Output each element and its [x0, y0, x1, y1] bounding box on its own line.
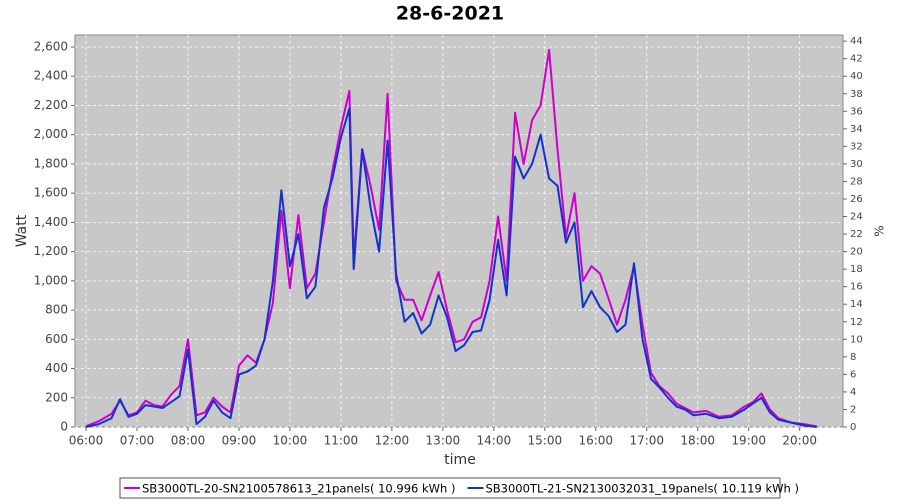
- y-tick-label: 200: [45, 390, 68, 404]
- y2-tick-label: 10: [850, 334, 863, 345]
- x-tick-label: 16:00: [578, 434, 613, 448]
- plot-area: [74, 34, 844, 428]
- x-tick-label: 13:00: [426, 434, 461, 448]
- y2-tick-label: 2: [850, 404, 856, 415]
- x-tick-label: 18:00: [680, 434, 715, 448]
- y2-tick-label: 44: [850, 36, 863, 47]
- x-tick-label: 10:00: [273, 434, 308, 448]
- y2-tick-label: 8: [850, 352, 856, 363]
- y-tick-label: 2,400: [34, 69, 68, 83]
- x-tick-label: 14:00: [477, 434, 512, 448]
- x-tick-label: 12:00: [375, 434, 410, 448]
- y-tick-label: 1,400: [34, 215, 68, 229]
- y-tick-label: 800: [45, 303, 68, 317]
- y-tick-label: 600: [45, 332, 68, 346]
- y-tick-label: 1,000: [34, 273, 68, 287]
- x-tick-label: 19:00: [731, 434, 766, 448]
- y2-tick-label: 32: [850, 141, 863, 152]
- y2-tick-label: 34: [850, 124, 863, 135]
- y-tick-label: 2,200: [34, 98, 68, 112]
- x-tick-label: 06:00: [69, 434, 104, 448]
- y2-tick-label: 28: [850, 176, 863, 187]
- y2-tick-label: 38: [850, 89, 863, 100]
- y2-tick-label: 22: [850, 229, 863, 240]
- x-tick-label: 15:00: [528, 434, 563, 448]
- y2-tick-label: 18: [850, 264, 863, 275]
- chart-title: 28-6-2021: [396, 3, 504, 25]
- x-tick-label: 11:00: [324, 434, 359, 448]
- y2-tick-label: 24: [850, 212, 863, 223]
- x-tick-label: 09:00: [222, 434, 257, 448]
- x-tick-label: 20:00: [782, 434, 817, 448]
- y-tick-label: 400: [45, 361, 68, 375]
- y-axis-label: Watt: [14, 214, 30, 247]
- series-line: [85, 107, 817, 428]
- y2-tick-label: 26: [850, 194, 863, 205]
- y-tick-label: 1,200: [34, 244, 68, 258]
- legend: [119, 477, 781, 499]
- legend-label: SB3000TL-21-SN2130032031_19panels( 10.11…: [485, 482, 798, 496]
- y2-axis-label: %: [873, 225, 887, 236]
- series-line: [85, 48, 817, 428]
- y-tick-label: 1,800: [34, 156, 68, 170]
- x-tick-label: 08:00: [171, 434, 206, 448]
- y-tick-label: 2,000: [34, 127, 68, 141]
- y-tick-label: 0: [60, 420, 68, 434]
- y2-tick-label: 12: [850, 317, 863, 328]
- y2-tick-label: 42: [850, 54, 863, 65]
- y2-tick-label: 4: [850, 387, 856, 398]
- y2-tick-label: 16: [850, 282, 863, 293]
- y-tick-label: 2,600: [34, 39, 68, 53]
- x-tick-label: 07:00: [120, 434, 155, 448]
- y2-tick-label: 0: [850, 422, 856, 433]
- y2-tick-label: 40: [850, 71, 863, 82]
- y2-tick-label: 6: [850, 369, 856, 380]
- legend-label: SB3000TL-20-SN2100578613_21panels( 10.99…: [142, 482, 455, 496]
- x-axis-label: time: [444, 452, 476, 468]
- y2-tick-label: 36: [850, 106, 863, 117]
- y2-tick-label: 30: [850, 159, 863, 170]
- y-tick-label: 1,600: [34, 186, 68, 200]
- x-tick-label: 17:00: [629, 434, 664, 448]
- y2-tick-label: 20: [850, 247, 863, 258]
- y2-tick-label: 14: [850, 299, 863, 310]
